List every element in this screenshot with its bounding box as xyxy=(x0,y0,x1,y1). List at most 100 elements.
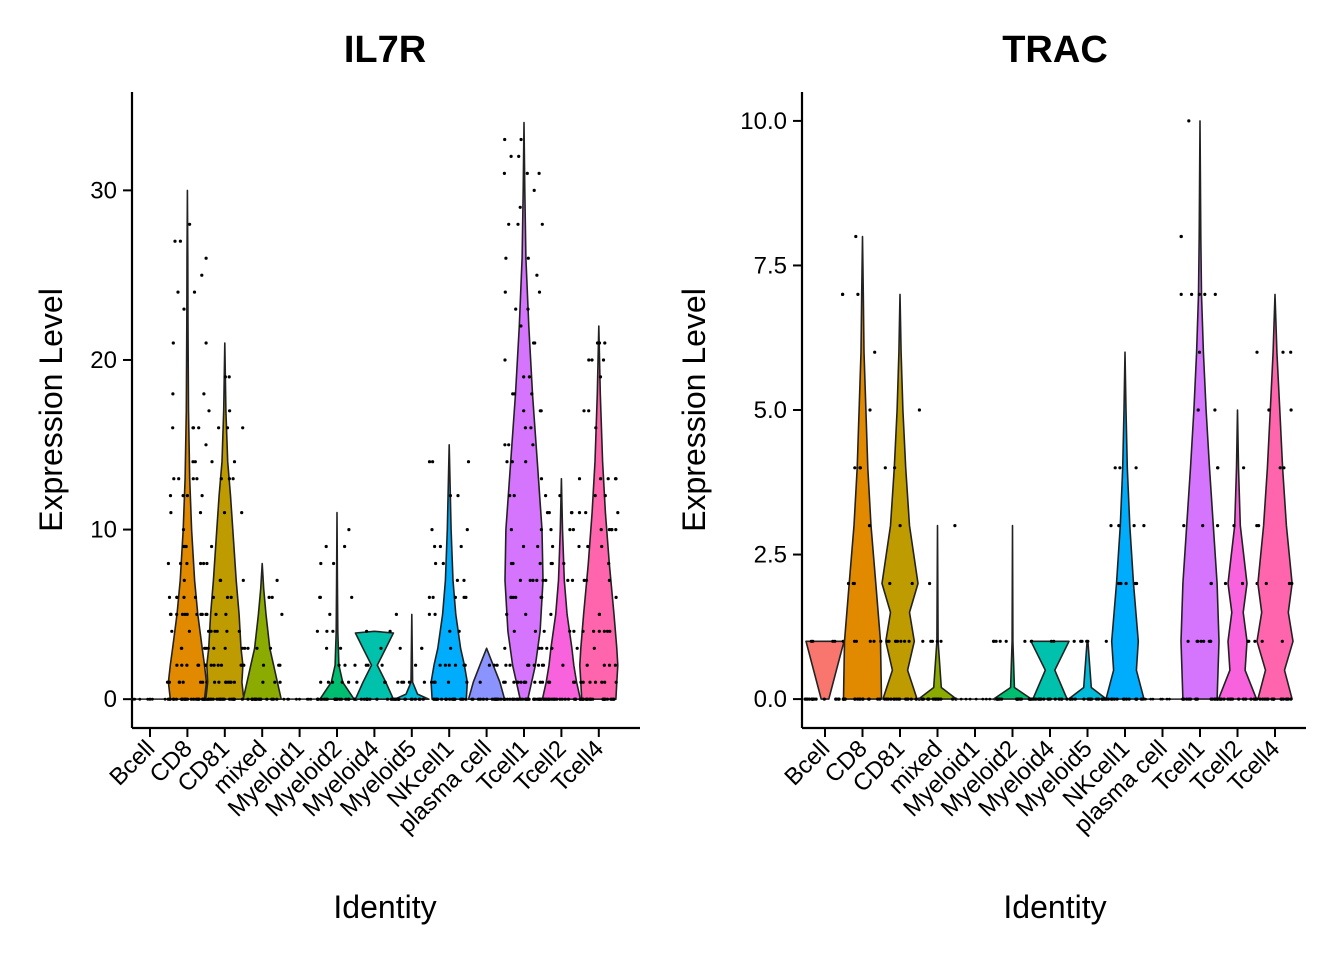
jitter-point xyxy=(462,578,466,583)
jitter-point xyxy=(547,697,551,701)
jitter-point xyxy=(420,646,424,650)
jitter-point xyxy=(438,544,442,549)
jitter-point xyxy=(163,697,167,701)
jitter-point xyxy=(582,578,586,583)
jitter-point xyxy=(427,595,431,600)
jitter-point xyxy=(255,646,259,650)
jitter-point xyxy=(579,680,583,684)
jitter-point xyxy=(1258,697,1262,701)
jitter-point xyxy=(505,697,509,701)
jitter-point xyxy=(579,697,583,701)
jitter-point xyxy=(1203,292,1207,296)
jitter-point xyxy=(883,466,887,470)
y-tick-label: 30 xyxy=(90,177,117,204)
jitter-point xyxy=(1042,697,1046,701)
jitter-point xyxy=(1209,581,1213,586)
jitter-point xyxy=(259,697,263,701)
jitter-point xyxy=(237,629,241,633)
y-tick-label: 10.0 xyxy=(740,108,787,135)
jitter-point xyxy=(295,697,298,701)
jitter-point xyxy=(538,409,542,413)
jitter-point xyxy=(1246,639,1250,643)
jitter-point xyxy=(854,234,858,239)
jitter-point xyxy=(319,561,323,566)
jitter-point xyxy=(1049,639,1053,643)
violin xyxy=(577,325,620,701)
jitter-point xyxy=(464,697,468,701)
jitter-point xyxy=(448,494,452,498)
jitter-point xyxy=(167,697,172,701)
jitter-point xyxy=(1109,697,1113,701)
jitter-point xyxy=(413,697,417,701)
jitter-point xyxy=(316,697,320,701)
jitter-point xyxy=(195,612,199,617)
jitter-point xyxy=(514,307,518,311)
jitter-point xyxy=(332,561,336,566)
jitter-point xyxy=(457,629,461,633)
y-tick-label: 7.5 xyxy=(754,252,787,279)
jitter-point xyxy=(212,646,216,650)
violin xyxy=(240,562,284,701)
jitter-point xyxy=(1255,350,1259,354)
jitter-point xyxy=(1195,697,1199,701)
jitter-point xyxy=(174,697,178,701)
violin xyxy=(467,647,507,701)
violin xyxy=(165,189,209,701)
jitter-point xyxy=(307,697,311,701)
jitter-point xyxy=(868,408,872,412)
jitter-point xyxy=(1132,524,1136,528)
violin xyxy=(991,524,1034,701)
jitter-point xyxy=(138,697,142,701)
jitter-point xyxy=(400,680,404,684)
jitter-point xyxy=(165,680,170,684)
jitter-point xyxy=(532,188,536,192)
jitter-point xyxy=(1244,697,1248,701)
jitter-point xyxy=(215,697,219,701)
jitter-point xyxy=(598,375,603,379)
jitter-point xyxy=(538,561,542,566)
jitter-point xyxy=(502,171,506,175)
jitter-point xyxy=(337,663,341,667)
jitter-point xyxy=(811,639,815,643)
jitter-point xyxy=(538,680,542,684)
jitter-point xyxy=(1182,524,1186,528)
jitter-point xyxy=(1073,697,1077,701)
jitter-point xyxy=(330,680,335,684)
jitter-point xyxy=(822,697,826,701)
jitter-point xyxy=(232,460,237,464)
jitter-point xyxy=(365,697,369,701)
jitter-point xyxy=(359,697,363,701)
jitter-point xyxy=(199,680,203,684)
jitter-point xyxy=(478,680,482,684)
jitter-point xyxy=(1216,524,1220,528)
jitter-point xyxy=(868,639,872,643)
jitter-point xyxy=(496,697,501,701)
jitter-point xyxy=(594,426,598,430)
jitter-point xyxy=(231,477,235,481)
jitter-point xyxy=(920,697,924,701)
violin xyxy=(841,234,883,701)
jitter-point xyxy=(185,663,189,667)
jitter-point xyxy=(893,466,897,470)
jitter-point xyxy=(1257,524,1261,528)
jitter-point xyxy=(191,477,195,481)
jitter-point xyxy=(537,171,541,175)
jitter-point xyxy=(173,239,177,243)
jitter-point xyxy=(581,629,585,633)
jitter-point xyxy=(508,697,512,701)
jitter-point xyxy=(421,697,425,701)
jitter-point xyxy=(523,426,528,430)
jitter-point xyxy=(1267,408,1271,412)
violin xyxy=(280,697,319,701)
jitter-point xyxy=(1216,697,1220,701)
jitter-point xyxy=(459,544,463,549)
jitter-point xyxy=(939,639,943,643)
violin xyxy=(203,342,246,701)
jitter-point xyxy=(503,646,507,650)
jitter-point xyxy=(340,680,344,684)
jitter-point xyxy=(539,528,544,532)
jitter-point xyxy=(951,697,955,701)
jitter-point xyxy=(514,595,518,600)
violin-body xyxy=(1217,409,1258,700)
